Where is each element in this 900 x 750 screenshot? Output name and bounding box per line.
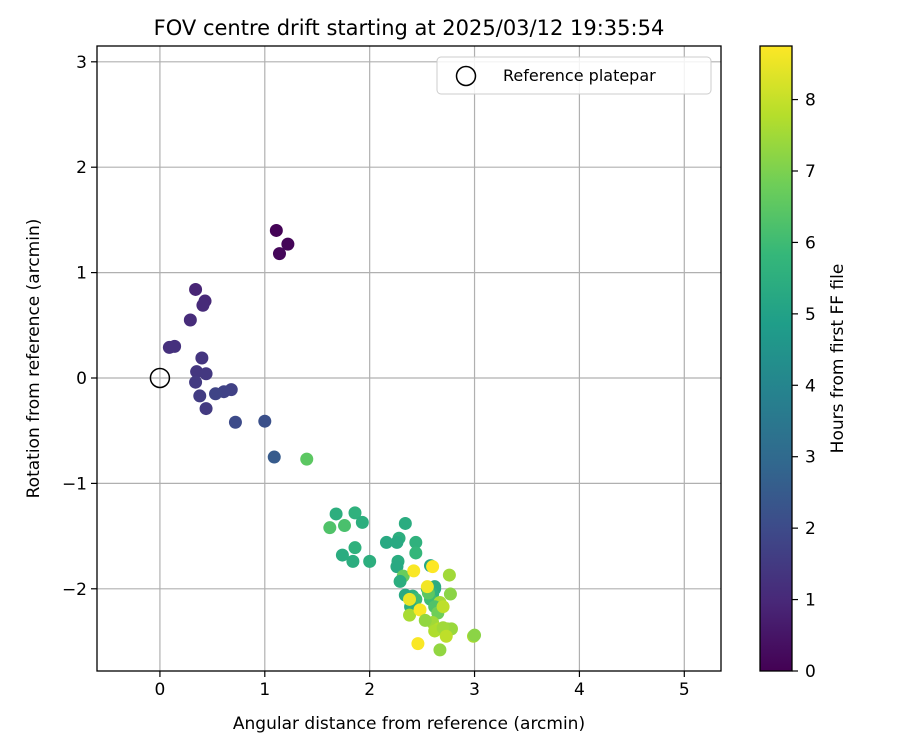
data-point [433,643,447,657]
data-point [426,560,440,574]
colorbar-frame [759,45,793,672]
data-point [398,516,412,530]
legend: Reference platepar [436,56,712,95]
data-point [258,414,272,428]
data-point [442,568,456,582]
y-tick-label: 1 [76,264,87,284]
colorbar-tick-label: 5 [805,305,816,325]
legend-label: Reference platepar [503,66,656,85]
data-point [413,603,427,617]
colorbar-tick-label: 2 [805,519,816,539]
grid [97,46,721,671]
x-tick-label: 0 [155,680,166,700]
y-tick-label: 2 [76,158,87,178]
data-point [409,546,423,560]
colorbar-tick-label: 8 [805,91,816,111]
data-point [193,389,207,403]
data-point [281,237,295,251]
data-point [195,351,209,365]
data-point [363,554,377,568]
data-point [411,637,425,651]
x-tick-label: 1 [259,680,270,700]
data-points [162,223,482,657]
data-point [269,223,283,237]
data-point [418,613,432,627]
axis-ticks: 0 1 2 3 4 5 −2 −1 0 1 2 3 [62,53,690,700]
data-point [189,282,203,296]
x-tick-label: 5 [679,680,690,700]
data-point [439,629,453,643]
colorbar-ticks: 0 1 2 3 4 5 6 7 8 [792,91,816,682]
data-point [323,521,337,535]
colorbar-tick-label: 0 [805,662,816,682]
colorbar-tick-label: 6 [805,233,816,253]
colorbar-tick-label: 4 [805,376,816,396]
colorbar-tick-label: 3 [805,448,816,468]
x-tick-label: 2 [364,680,375,700]
data-point [338,519,352,533]
legend-box [436,56,712,95]
data-point [379,535,393,549]
data-point [436,600,450,614]
data-point [267,450,281,464]
data-point [329,507,343,521]
data-point [355,515,369,529]
colorbar-tick-label: 1 [805,591,816,611]
data-point [468,628,482,642]
data-point [335,548,349,562]
data-point [168,339,182,353]
x-axis-label: Angular distance from reference (arcmin) [233,714,585,734]
reference-marker [149,367,171,389]
y-tick-label: 3 [76,53,87,73]
data-point [183,313,197,327]
x-tick-label: 3 [469,680,480,700]
data-point [403,592,417,606]
data-point [196,298,210,312]
data-point [346,554,360,568]
data-point [209,387,223,401]
data-point [199,367,213,381]
data-point [189,375,203,389]
data-point [199,402,213,416]
data-point [409,535,423,549]
data-point [403,608,417,622]
plot-frame [96,45,722,672]
colorbar-label: Hours from first FF file [828,264,848,454]
x-tick-label: 4 [574,680,585,700]
y-tick-label: −2 [62,580,87,600]
chart-title: FOV centre drift starting at 2025/03/12 … [154,16,665,40]
data-point [300,452,314,466]
data-point [348,541,362,555]
data-point [228,415,242,429]
data-point [348,506,362,520]
data-point [272,247,286,261]
colorbar-tick-label: 7 [805,162,816,182]
data-point [407,564,421,578]
legend-marker-icon [455,65,477,87]
colorbar: 0 1 2 3 4 5 6 7 8 Hours from first FF file [759,45,848,682]
data-point [393,574,407,588]
colorbar-gradient [760,46,792,671]
data-point [390,560,404,574]
y-axis-label: Rotation from reference (arcmin) [24,219,44,499]
y-tick-label: −1 [62,474,87,494]
data-point [420,580,434,594]
data-point [390,535,404,549]
data-point [443,587,457,601]
y-tick-label: 0 [76,369,87,389]
